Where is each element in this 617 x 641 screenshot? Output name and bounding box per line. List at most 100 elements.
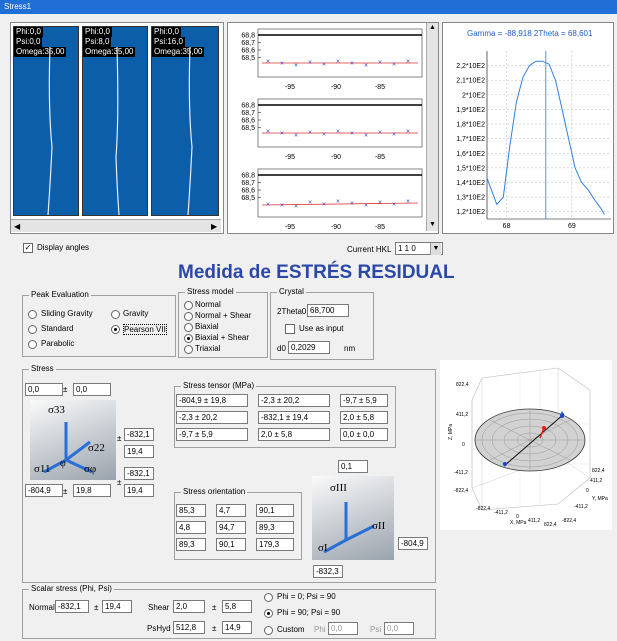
custom-phi-input[interactable]: 0,0 [328,622,358,635]
label-phi90-psi90: Phi = 90; Psi = 90 [277,608,341,617]
radio-gravity[interactable] [111,310,120,319]
tensor-cell-1-3: -9,7 ± 5,9 [340,394,388,407]
mini-y-tick: 68,7 [241,40,255,47]
chevron-down-icon[interactable]: ▼ [430,243,441,255]
phi-label: φ [60,458,66,469]
mini-data-point: × [266,59,270,66]
label-normal: Normal [195,300,221,309]
orient-cell-3-1: 89,3 [176,538,206,551]
peak-evaluation-title: Peak Evaluation [29,290,91,299]
s22-value: -832,1 [124,428,154,441]
twotheta0-label: 2Theta0 [277,307,307,316]
mini-data-point: × [350,131,354,138]
stress-orientation-group: Stress orientation [174,487,302,560]
mini-x-tick: -85 [375,154,385,161]
mini-data-point: × [406,199,410,206]
stress-bottom-pm: ± [63,487,68,496]
detector-image-1[interactable]: Phi:0,0 Psi:0,0 Omega:35,00 [13,26,79,216]
peak-chart-title: Gamma = -88,918 2Theta = 68,601 [467,29,593,38]
peak-evaluation-group: Peak Evaluation Sliding Gravity Gravity … [22,290,176,357]
detector-image-2[interactable]: Phi:0,0 Psi:8,0 Omega:35,00 [82,26,148,216]
y-tick-1: 822,4 [592,468,605,474]
mini-data-point: × [378,200,382,207]
peak-y-tick: 1,6*10E2 [456,151,485,158]
mini-x-tick: -90 [331,84,341,91]
tensor-cell-1-1: -804,9 ± 19,8 [176,394,248,407]
mini-chart-3: 68,868,768,668,5 × × × × × × × × × × × -95 -90 -85 [241,168,423,231]
d0-unit: nm [344,344,356,353]
stress-model-title: Stress model [185,287,236,296]
peak-x-tick: 68 [503,223,511,230]
scroll-up-arrow-icon[interactable]: ▲ [429,24,436,31]
sigma-i-value: -832,3 [313,565,343,578]
image-2-psi: Psi:8,0 [83,37,112,47]
mini-data-point: × [294,203,298,210]
radio-parabolic[interactable] [28,340,37,349]
custom-phi-label: Phi [314,625,326,634]
use-as-input-checkbox[interactable] [285,324,295,334]
mini-x-tick: -95 [285,224,295,231]
radio-pearson-vii[interactable] [111,325,120,334]
stress-bottom-error: 19,8 [73,484,111,497]
twotheta0-input[interactable]: 68,700 [307,304,349,317]
peak-y-tick: 1,7*10E2 [456,136,485,143]
scroll-left-arrow-icon[interactable]: ◀ [14,222,21,231]
mini-data-point: × [350,61,354,68]
sigma11-label: σ11 [34,463,51,475]
radio-phi0-psi90[interactable] [264,593,273,602]
peak-chart-panel: Gamma = -88,918 2Theta = 68,601 2,2*10E2… [442,22,614,234]
sigma-phi-label: σφ [84,463,97,475]
stress-top-pm: ± [63,385,68,394]
peak-chart-svg[interactable]: 2,2*10E2 2,1*10E2 2*10E2 1,9*10E2 1,8*10E2 1,… [443,23,613,233]
sigma-i-label: σI [318,542,328,554]
stress-ellipsoid-plot[interactable]: Z, MPa Y, MPa X, MPa 822,4 411,2 0 -411,… [440,360,612,530]
crystal-title: Crystal [277,287,306,296]
sigma-iii-label: σIII [330,482,347,494]
label-sliding-gravity: Sliding Gravity [41,309,93,318]
mini-data-point: × [280,131,284,138]
s22-pm: ± [117,434,122,443]
radio-phi90-psi90[interactable] [264,609,273,618]
radio-normal-shear[interactable] [184,312,193,321]
radio-normal[interactable] [184,301,193,310]
orient-cell-1-1: 85,3 [176,504,206,517]
mini-data-point: × [378,60,382,67]
mini-data-point: × [364,132,368,139]
z-axis-label: Z, MPa [448,423,454,440]
d0-label: d0 [277,344,286,353]
orient-cell-3-2: 90,1 [216,538,246,551]
mini-y-tick: 68,5 [241,125,255,132]
scroll-right-arrow-icon[interactable]: ▶ [211,222,218,231]
radio-biaxial-shear[interactable] [184,334,193,343]
y-tick-3: 0 [586,488,589,494]
z-tick-1: 822,4 [456,382,469,388]
d0-input[interactable]: 0,2029 [288,341,330,354]
diffraction-line-3 [187,46,193,215]
pshyd-error: 14,9 [222,621,252,634]
sigma-iii-value: 0,1 [338,460,368,473]
stress-title: Stress [29,364,56,373]
mini-charts-svg: 68,868,768,668,5× × × × × × × × × × ×-95 -90 -8568,8… [241,28,423,231]
mini-charts-scrollbar[interactable]: ▲ ▼ [426,23,438,231]
stress-top-value: 0,0 [25,383,63,396]
scroll-down-arrow-icon[interactable]: ▼ [429,221,436,228]
custom-psi-input[interactable]: 0,0 [384,622,414,635]
x-tick-3: 0 [516,514,519,520]
mini-data-point: × [392,201,396,208]
radio-sliding-gravity[interactable] [28,310,37,319]
peak-profile-line [486,60,605,215]
image-3-phi: Phi:0,0 [152,27,181,37]
peak-y-tick: 2,2*10E2 [456,63,485,70]
stress-group: Stress [22,364,436,583]
radio-standard[interactable] [28,325,37,334]
axes-diagram-svg [43,422,93,474]
tensor-cell-2-2: -832,1 ± 19,4 [258,411,330,424]
detector-image-3[interactable]: Phi:0,0 Psi:16,0 Omega:35,00 [151,26,219,216]
image-scrollbar[interactable]: ◀ ▶ [11,219,221,232]
radio-triaxial[interactable] [184,345,193,354]
display-angles-label: Display angles [37,243,90,252]
display-angles-checkbox[interactable]: ✓ [23,243,33,253]
radio-custom[interactable] [264,626,273,635]
radio-biaxial[interactable] [184,323,193,332]
mini-chart-frame [257,28,423,78]
